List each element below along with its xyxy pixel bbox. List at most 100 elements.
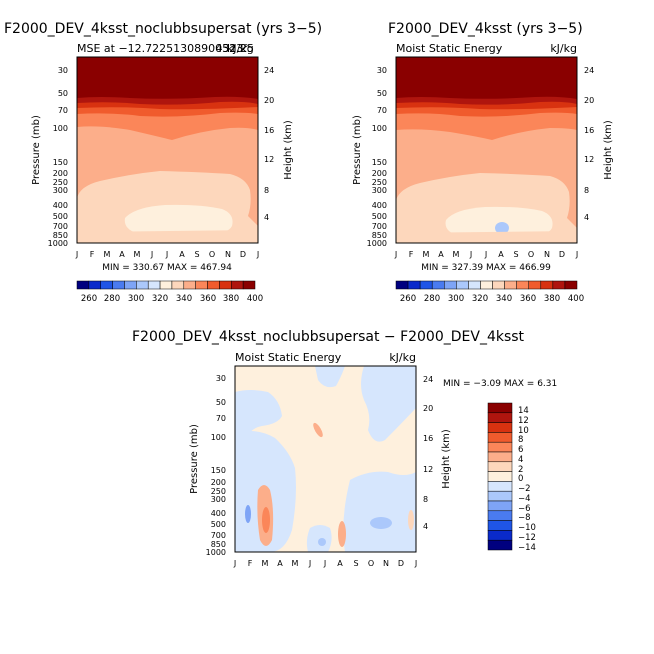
p2-ytick-700: 700 — [372, 222, 387, 231]
colorbar-box — [487, 490, 513, 502]
p3-xtick-13: J — [414, 559, 417, 568]
p3-ytick-500: 500 — [211, 520, 226, 529]
p1-xtick-7: J — [165, 250, 168, 259]
colorbar-box — [159, 280, 173, 290]
panel-2-ylabel-right: Height (km) — [603, 120, 614, 180]
colorbar-box — [487, 471, 513, 482]
p2-xtick-9: S — [513, 250, 518, 259]
p2-ytick-200: 200 — [372, 169, 387, 178]
colorbar-box — [231, 280, 244, 290]
p3-neg-bottom-right — [343, 471, 416, 552]
colorbar-box — [487, 530, 513, 541]
colorbar-box — [487, 422, 513, 433]
p2-cb-label-280: 280 — [424, 294, 440, 304]
p1-cb-label-320: 320 — [152, 294, 168, 304]
p3-cb-label-2: 2 — [518, 465, 523, 475]
p2-ytick-850: 850 — [372, 231, 387, 240]
p1-htick-12: 12 — [264, 155, 274, 164]
colorbar-box — [487, 451, 513, 463]
p3-cb-label-m4: −4 — [518, 494, 531, 504]
colorbar-box — [456, 280, 469, 290]
p3-htick-24: 24 — [423, 375, 433, 384]
p2-xtick-3: M — [423, 250, 430, 259]
p2-xtick-12: D — [559, 250, 565, 259]
p1-ytick-1000: 1000 — [48, 239, 68, 248]
panel-2-title: F2000_DEV_4ksst (yrs 3−5) — [388, 21, 583, 37]
p1-xtick-3: M — [104, 250, 111, 259]
p3-pos-2-4-c — [313, 422, 323, 438]
p1-cb-label-360: 360 — [200, 294, 216, 304]
colorbar-box — [171, 280, 185, 290]
p1-ytick-250: 250 — [53, 178, 68, 187]
p3-cb-label-0: 0 — [518, 474, 523, 484]
p2-ytick-70: 70 — [377, 106, 387, 115]
p1-xtick-1: J — [75, 250, 78, 259]
p1-xtick-8: A — [179, 250, 185, 259]
p2-xtick-13: J — [575, 250, 578, 259]
colorbar-box — [395, 280, 409, 290]
panel-2-ylabel: Pressure (mb) — [352, 115, 363, 185]
p1-ytick-850: 850 — [53, 231, 68, 240]
p3-neg-top-mid — [315, 366, 345, 388]
panel-3-ylabel: Pressure (mb) — [189, 424, 200, 494]
p3-xtick-2: F — [248, 559, 253, 568]
colorbar-box — [183, 280, 196, 290]
p1-cb-label-300: 300 — [128, 294, 144, 304]
colorbar-box — [552, 280, 566, 290]
p2-cb-label-340: 340 — [496, 294, 512, 304]
p3-cb-label-m8: −8 — [518, 513, 531, 523]
panel-3-ylabel-right: Height (km) — [441, 429, 452, 489]
p2-htick-12: 12 — [584, 155, 594, 164]
p3-xtick-10: O — [368, 559, 374, 568]
p1-cb-label-260: 260 — [81, 294, 97, 304]
p2-cb-label-320: 320 — [472, 294, 488, 304]
p1-htick-4: 4 — [264, 213, 269, 222]
p3-xtick-5: M — [292, 559, 299, 568]
panel-3: F2000_DEV_4ksst_noclubbsupersat − F2000_… — [132, 329, 557, 568]
p3-cb-label-14: 14 — [518, 406, 529, 416]
p2-ytick-150: 150 — [372, 158, 387, 167]
p3-ytick-30: 30 — [216, 374, 226, 383]
colorbar-box — [124, 280, 137, 290]
p3-xtick-3: M — [262, 559, 269, 568]
panel-1-subtitle: MSE at −12.72251308900523° — [77, 42, 249, 55]
p3-ytick-200: 200 — [211, 478, 226, 487]
colorbar-box — [88, 280, 101, 290]
p2-ytick-400: 400 — [372, 201, 387, 210]
p2-xtick-2: F — [409, 250, 414, 259]
p3-ytick-70: 70 — [216, 414, 226, 423]
p1-htick-20: 20 — [264, 96, 274, 105]
panel-1-ticks: 30 50 70 100 150 200 250 300 400 500 700… — [48, 66, 275, 259]
p1-cb-label-400: 400 — [247, 294, 263, 304]
p1-cb-label-340: 340 — [176, 294, 192, 304]
p1-ytick-50: 50 — [58, 89, 68, 98]
p3-xtick-11: N — [383, 559, 389, 568]
p2-htick-16: 16 — [584, 126, 594, 135]
p3-cb-label-8: 8 — [518, 435, 523, 445]
colorbar-box — [487, 412, 513, 423]
p2-cb-label-380: 380 — [544, 294, 560, 304]
p3-ytick-300: 300 — [211, 495, 226, 504]
colorbar-box — [195, 280, 208, 290]
panel-1-subtitle-right: kJ/kg — [227, 42, 254, 55]
p3-xtick-12: D — [398, 559, 404, 568]
p2-ytick-100: 100 — [372, 124, 387, 133]
p1-ytick-200: 200 — [53, 169, 68, 178]
p1-ytick-500: 500 — [53, 212, 68, 221]
p3-htick-16: 16 — [423, 434, 433, 443]
panel-3-contours — [235, 366, 416, 552]
p1-surface — [77, 230, 258, 243]
colorbar-box — [431, 280, 445, 290]
p3-ytick-700: 700 — [211, 531, 226, 540]
panel-2-frame — [395, 56, 578, 244]
p3-neg-strong-3 — [318, 538, 326, 546]
panel-2-contours — [396, 57, 577, 243]
colorbar-box — [540, 280, 554, 290]
colorbar-box — [480, 280, 493, 290]
p2-ytick-500: 500 — [372, 212, 387, 221]
p3-ytick-1000: 1000 — [206, 548, 226, 557]
colorbar-box — [147, 280, 161, 290]
panel-2: F2000_DEV_4ksst (yrs 3−5) Moist Static E… — [352, 21, 614, 304]
colorbar-box — [219, 280, 232, 290]
